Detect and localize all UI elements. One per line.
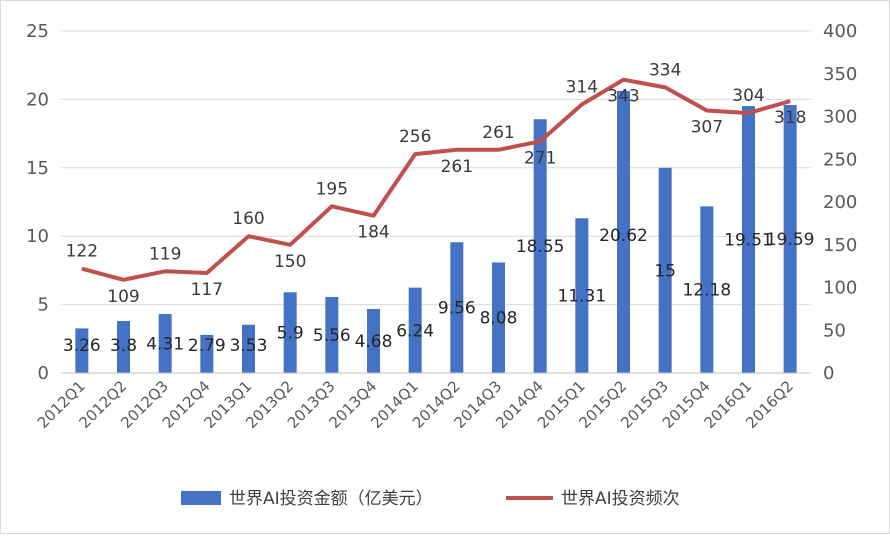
bar-data-label: 19.59 [766,230,815,250]
bar-data-label: 4.31 [146,335,184,355]
bar-data-label: 15 [654,261,676,281]
line-data-label: 256 [399,127,431,147]
line-data-label: 261 [441,157,473,177]
bar [658,167,672,373]
bar-data-label: 5.9 [277,324,304,344]
line-layer [81,77,791,282]
right-axis-tick-label: 400 [823,21,857,42]
line-labels-layer: 122 109 119 117 160 150 195 184 256 261 261 271 314 3… [66,60,807,306]
right-axis-tick-label: 350 [823,64,857,85]
line-data-label: 117 [191,280,223,300]
line-data-label: 304 [732,86,764,106]
line-data-label: 119 [149,244,181,264]
line-data-label: 318 [774,108,806,128]
bar [75,328,89,373]
right-axis-tick-label: 250 [823,149,857,170]
bar-data-label: 9.56 [438,299,476,319]
bar-data-label: 19.51 [724,231,773,251]
bar-data-label: 3.53 [230,336,268,356]
bar-data-label: 3.8 [110,336,137,356]
line-series [81,77,791,282]
bar-data-label: 6.24 [396,321,434,341]
bar-data-label: 2.79 [188,336,226,356]
bar-data-label: 4.68 [355,332,393,352]
bar [242,324,255,373]
line-data-label: 122 [66,242,98,262]
line-data-label: 307 [691,118,723,138]
line-data-label: 314 [566,78,598,98]
left-axis-tick-label: 20 [26,89,49,110]
line-data-label: 150 [274,252,306,272]
left-axis-tick-label: 10 [26,226,49,247]
bar-data-label: 3.26 [63,336,101,356]
left-axis-tick-label: 25 [26,21,49,42]
right-axis-tick-label: 0 [823,363,834,384]
bar-data-label: 11.31 [557,287,606,307]
legend-label-line: 世界AI投资频次 [561,489,680,509]
right-axis: 0 50 100 150 200 250 300 350 400 [823,21,857,384]
line-data-label: 334 [649,60,681,80]
line-data-label: 195 [316,179,348,199]
line-data-label: 271 [524,148,556,168]
legend: 世界AI投资金额（亿美元） 世界AI投资频次 [181,489,680,509]
right-axis-tick-label: 100 [823,278,857,299]
right-axis-tick-label: 150 [823,235,857,256]
bar [533,119,547,374]
bar [408,287,422,373]
legend-swatch-bar [181,491,221,505]
bars-layer [75,90,797,374]
bar [117,321,130,373]
right-axis-tick-label: 200 [823,192,857,213]
bar [283,292,297,373]
bar-data-label: 18.55 [516,237,565,257]
left-axis-tick-label: 5 [38,295,49,316]
left-axis-tick-label: 0 [38,363,49,384]
bar [742,106,755,373]
left-axis: 0 5 10 15 20 25 [26,21,49,384]
bar [783,105,797,374]
bar [158,314,172,373]
bar [492,262,505,373]
bar [575,218,589,373]
left-axis-tick-label: 15 [26,158,49,179]
bar [367,308,380,373]
bar [617,90,630,374]
bar [700,206,714,373]
bar-data-label: 5.56 [313,326,351,346]
right-axis-tick-label: 50 [823,320,846,341]
line-data-label: 343 [607,87,639,107]
bar [200,334,214,373]
bar-labels-layer: 3.26 3.8 4.31 2.79 3.53 5.9 5.56 4.686.249.568.… [63,226,815,356]
bar-data-label: 8.08 [480,309,518,329]
line-data-label: 160 [232,209,264,229]
x-axis: 2012Q12012Q22012Q32012Q42013Q12013Q22013… [34,372,811,432]
bar [450,242,464,373]
line-data-label: 261 [482,123,514,143]
line-data-label: 109 [107,287,139,307]
bar-data-label: 12.18 [682,281,731,301]
bar [325,296,339,373]
legend-label-bar: 世界AI投资金额（亿美元） [229,489,433,509]
bar-data-label: 20.62 [599,226,648,246]
right-axis-tick-label: 300 [823,107,857,128]
line-data-label: 184 [357,223,389,243]
grid-layer [61,30,811,374]
